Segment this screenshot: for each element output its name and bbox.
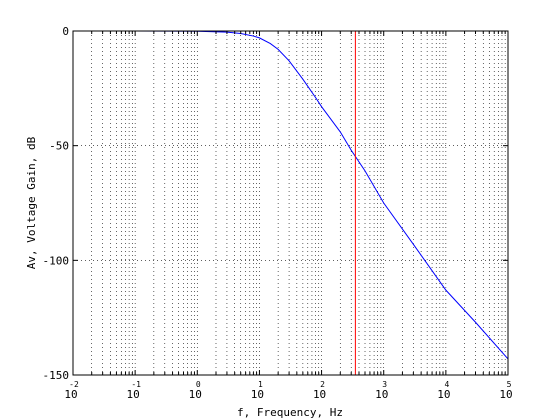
x-tick-label-exponent: 2 bbox=[320, 380, 325, 389]
x-tick-label-exponent: 5 bbox=[507, 380, 512, 389]
x-tick-label-base: 10 bbox=[499, 388, 512, 401]
x-tick-label-exponent: 0 bbox=[196, 380, 201, 389]
x-tick-label-base: 10 bbox=[251, 388, 264, 401]
y-tick-label: -50 bbox=[49, 140, 69, 153]
plot-area bbox=[73, 31, 508, 375]
y-tick-label: 0 bbox=[62, 25, 69, 38]
x-tick-label-exponent: 3 bbox=[382, 380, 387, 389]
x-tick-label-base: 10 bbox=[127, 388, 140, 401]
series-line-0 bbox=[73, 30, 509, 360]
grid bbox=[72, 31, 508, 375]
x-tick-label-base: 10 bbox=[313, 388, 326, 401]
y-tick-label: -150 bbox=[43, 369, 70, 382]
x-axis-label: f, Frequency, Hz bbox=[237, 406, 343, 419]
x-tick-label-base: 10 bbox=[189, 388, 202, 401]
x-tick-label-exponent: -2 bbox=[69, 380, 79, 389]
y-axis-label: Av, Voltage Gain, dB bbox=[25, 136, 38, 269]
x-tick-label-base: 10 bbox=[64, 388, 77, 401]
plot-frame bbox=[72, 30, 509, 376]
x-tick-label-base: 10 bbox=[375, 388, 388, 401]
series-layer bbox=[73, 30, 509, 375]
x-tick-label-exponent: 1 bbox=[258, 380, 263, 389]
x-tick-label-exponent: -1 bbox=[131, 380, 141, 389]
x-tick-label-base: 10 bbox=[437, 388, 450, 401]
y-tick-label: -100 bbox=[43, 254, 70, 267]
x-tick-label-exponent: 4 bbox=[444, 380, 449, 389]
